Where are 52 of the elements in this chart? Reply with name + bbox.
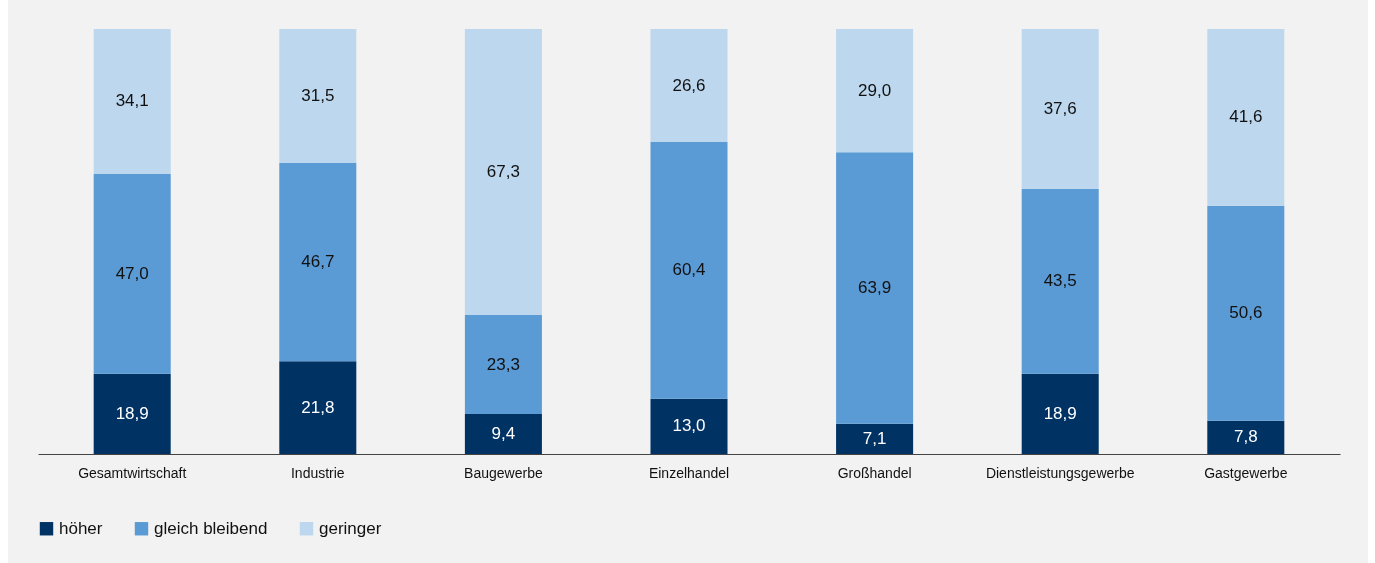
- bar: [1021, 373, 1099, 454]
- data-label: 23,3: [486, 354, 520, 374]
- x-tick-label: Baugewerbe: [464, 464, 543, 481]
- bar: [93, 29, 171, 174]
- bar: [464, 29, 542, 316]
- bar: [93, 173, 171, 374]
- bar: [93, 373, 171, 454]
- data-label: 7,8: [1233, 427, 1258, 447]
- data-label: 60,4: [672, 260, 706, 280]
- data-label: 41,6: [1229, 107, 1263, 127]
- legend-label: höher: [59, 518, 103, 538]
- data-label: 21,8: [301, 397, 335, 417]
- bar: [279, 361, 357, 454]
- bar: [1021, 29, 1099, 189]
- bar: [836, 423, 914, 454]
- bar: [650, 142, 728, 399]
- x-tick-label: Einzelhandel: [648, 464, 730, 481]
- bar: [650, 29, 728, 143]
- data-label: 7,1: [862, 428, 887, 448]
- data-label: 26,6: [672, 75, 706, 95]
- bar: [1207, 29, 1285, 206]
- bar: [836, 152, 914, 424]
- legend-label: geringer: [319, 518, 382, 538]
- bar: [464, 315, 542, 415]
- legend-label: gleich bleibend: [154, 518, 268, 538]
- data-label: 18,9: [1043, 403, 1077, 423]
- data-label: 50,6: [1229, 303, 1263, 323]
- data-label: 43,5: [1043, 271, 1077, 291]
- data-label: 13,0: [672, 416, 706, 436]
- x-tick-label: Gesamtwirtschaft: [78, 464, 187, 481]
- bar: [836, 29, 914, 153]
- data-label: 29,0: [858, 80, 892, 100]
- data-label: 18,9: [115, 403, 149, 423]
- data-label: 34,1: [115, 91, 149, 111]
- bar: [279, 162, 357, 362]
- x-tick-label: Industrie: [290, 464, 345, 481]
- bar: [650, 398, 728, 454]
- data-label: 9,4: [491, 424, 516, 444]
- data-label: 31,5: [301, 85, 335, 105]
- bar: [1207, 420, 1285, 454]
- bar: [1207, 205, 1285, 421]
- data-label: 37,6: [1043, 98, 1077, 118]
- x-tick-label: Gastgewerbe: [1204, 464, 1288, 481]
- x-tick-label: Dienstleistungsgewerbe: [985, 464, 1135, 481]
- bar: [464, 414, 542, 454]
- data-label: 46,7: [301, 252, 335, 272]
- x-tick-label: Großhandel: [837, 464, 912, 481]
- bar: [279, 29, 357, 163]
- data-label: 63,9: [858, 278, 892, 298]
- data-label: 67,3: [486, 162, 520, 182]
- data-label: 47,0: [115, 263, 149, 283]
- bar: [1021, 188, 1099, 374]
